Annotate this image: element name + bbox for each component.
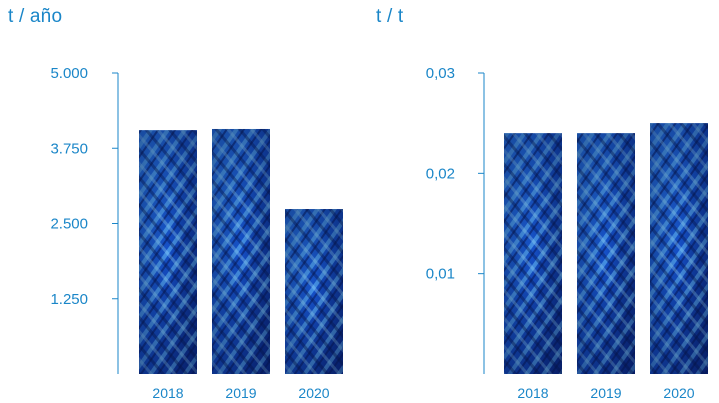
y-tick-label: 2.500: [50, 216, 88, 233]
y-tick-label: 3.750: [50, 140, 88, 157]
y-tick-label: 0,01: [426, 266, 455, 283]
left-chart-unit-label: t / año: [8, 6, 63, 27]
bar-2018: [139, 130, 197, 374]
bar-chart-tonnes-per-tonne: 0,01 0,02 0,03 2018 2019 2020: [426, 65, 708, 401]
y-tick-label: 1.250: [50, 291, 88, 308]
x-category-label: 2020: [298, 385, 329, 401]
right-chart-unit-label: t / t: [376, 6, 404, 27]
bar-chart-annual-tonnes: 1.250 2.500 3.750 5.000 2018 2019 2020: [50, 65, 343, 401]
bar-2019: [212, 128, 270, 374]
y-tick-label: 5.000: [50, 65, 88, 82]
bar-2020: [650, 123, 708, 375]
x-category-label: 2018: [517, 385, 548, 401]
x-category-label: 2020: [663, 385, 694, 401]
x-category-label: 2019: [590, 385, 621, 401]
y-tick-label: 0,03: [426, 65, 455, 82]
bar-2019: [577, 133, 635, 374]
bar-2018: [504, 133, 562, 374]
x-category-label: 2019: [225, 385, 256, 401]
y-tick-label: 0,02: [426, 165, 455, 182]
bar-2020: [285, 209, 343, 374]
x-category-label: 2018: [152, 385, 183, 401]
